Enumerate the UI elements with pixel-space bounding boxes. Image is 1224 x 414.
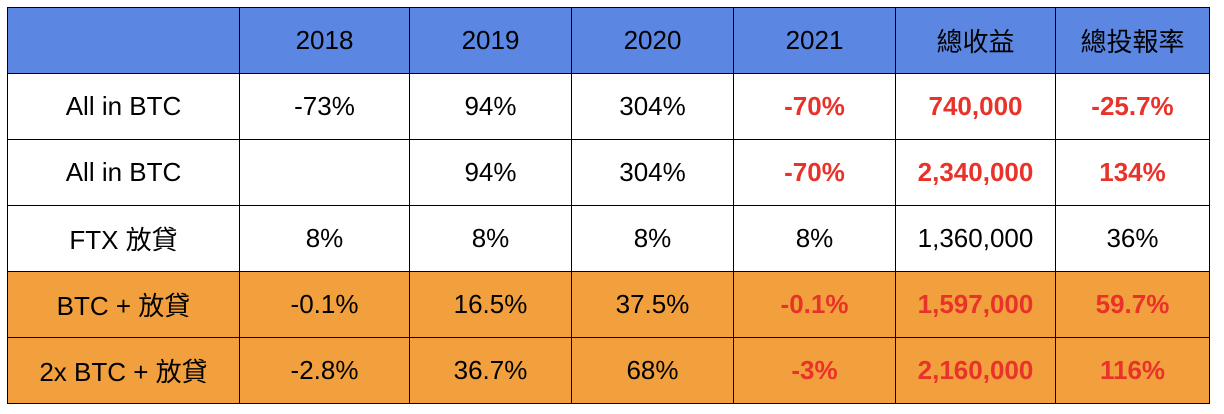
cell-2019: 94% — [409, 139, 572, 206]
header-cell-total-return: 總投報率 — [1055, 7, 1210, 74]
header-cell-total-profit: 總收益 — [895, 7, 1056, 74]
table-row: All in BTC 94% 304% -70% 2,340,000 134% — [7, 139, 1210, 206]
cell-total-return: -25.7% — [1055, 73, 1210, 140]
cell-2018: -73% — [239, 73, 410, 140]
row-label: All in BTC — [7, 73, 240, 140]
header-cell-2020: 2020 — [571, 7, 734, 74]
cell-2018 — [239, 139, 410, 206]
cell-2019: 36.7% — [409, 337, 572, 404]
cell-2020: 304% — [571, 73, 734, 140]
cell-2021: -70% — [733, 73, 896, 140]
row-label: 2x BTC + 放貸 — [7, 337, 240, 404]
header-cell-strategy — [7, 7, 240, 74]
row-label: FTX 放貸 — [7, 205, 240, 272]
header-cell-2019: 2019 — [409, 7, 572, 74]
cell-total-return: 59.7% — [1055, 271, 1210, 338]
cell-total-profit: 1,597,000 — [895, 271, 1056, 338]
cell-2021: -0.1% — [733, 271, 896, 338]
cell-2018: -2.8% — [239, 337, 410, 404]
cell-2018: -0.1% — [239, 271, 410, 338]
cell-total-profit: 2,340,000 — [895, 139, 1056, 206]
header-cell-2018: 2018 — [239, 7, 410, 74]
table-row: FTX 放貸 8% 8% 8% 8% 1,360,000 36% — [7, 205, 1210, 272]
cell-2020: 304% — [571, 139, 734, 206]
returns-table-container: 2018 2019 2020 2021 總收益 總投報率 All in BTC … — [7, 7, 1210, 404]
cell-total-profit: 2,160,000 — [895, 337, 1056, 404]
cell-total-return: 134% — [1055, 139, 1210, 206]
cell-2021: 8% — [733, 205, 896, 272]
returns-table: 2018 2019 2020 2021 總收益 總投報率 All in BTC … — [7, 7, 1210, 404]
cell-total-profit: 740,000 — [895, 73, 1056, 140]
cell-2020: 68% — [571, 337, 734, 404]
cell-2020: 37.5% — [571, 271, 734, 338]
cell-2021: -3% — [733, 337, 896, 404]
cell-2018: 8% — [239, 205, 410, 272]
row-label: BTC + 放貸 — [7, 271, 240, 338]
cell-2020: 8% — [571, 205, 734, 272]
table-row: 2x BTC + 放貸 -2.8% 36.7% 68% -3% 2,160,00… — [7, 337, 1210, 404]
table-row: BTC + 放貸 -0.1% 16.5% 37.5% -0.1% 1,597,0… — [7, 271, 1210, 338]
row-label: All in BTC — [7, 139, 240, 206]
cell-2019: 94% — [409, 73, 572, 140]
cell-total-profit: 1,360,000 — [895, 205, 1056, 272]
cell-total-return: 36% — [1055, 205, 1210, 272]
cell-2021: -70% — [733, 139, 896, 206]
header-cell-2021: 2021 — [733, 7, 896, 74]
header-row: 2018 2019 2020 2021 總收益 總投報率 — [7, 7, 1210, 74]
cell-2019: 16.5% — [409, 271, 572, 338]
cell-2019: 8% — [409, 205, 572, 272]
cell-total-return: 116% — [1055, 337, 1210, 404]
table-row: All in BTC -73% 94% 304% -70% 740,000 -2… — [7, 73, 1210, 140]
